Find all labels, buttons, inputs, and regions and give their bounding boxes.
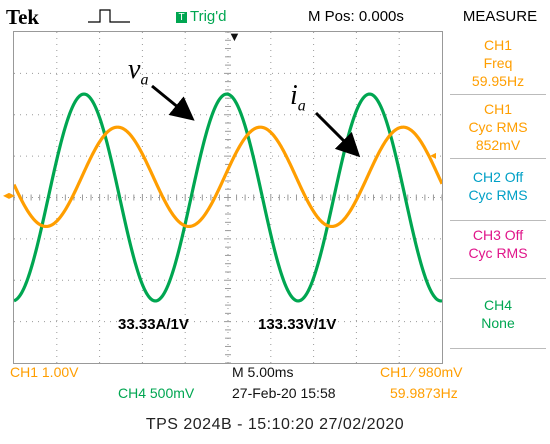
measure-box-5-line-1: CH4 <box>483 297 512 313</box>
acquire-run-icon <box>88 9 130 23</box>
measure-box-2-line-3: 852mV <box>475 137 521 153</box>
measure-box-4-line-2: Cyc RMS <box>468 245 528 261</box>
measure-box-1[interactable]: CH1 Freq 59.95Hz <box>450 36 546 95</box>
measure-box-2-line-1: CH1 <box>483 101 512 117</box>
trigger-status-text: Trig'd <box>190 8 227 25</box>
ch4-voltage-trace <box>14 92 442 303</box>
measure-menu-title[interactable]: MEASURE <box>462 8 538 25</box>
figure-caption: TPS 2024B - 15:10:20 27/02/2020 <box>145 416 405 433</box>
date-time: 27-Feb-20 15:58 <box>232 385 336 401</box>
waveform-display <box>13 31 443 364</box>
measure-panel: CH1 Freq 59.95Hz CH1 Cyc RMS 852mV CH2 Off Cyc … <box>446 30 550 361</box>
measure-box-5-line-2: None <box>481 315 515 331</box>
timebase: M 5.00ms <box>232 364 294 380</box>
trigger-frequency: 59.9873Hz <box>390 385 458 401</box>
current-scale-label: 33.33A/1V <box>118 316 189 333</box>
ch4-scale: CH4 500mV <box>118 385 195 401</box>
horizontal-position: M Pos: 0.000s <box>308 8 404 25</box>
trigger-indicator-icon: T <box>176 12 187 23</box>
measure-box-4-line-1: CH3 Off <box>472 227 524 243</box>
current-label: ia <box>290 80 306 115</box>
ch1-ground-marker-icon: ◂▸ <box>3 188 16 202</box>
brand-logo: Tek <box>6 5 40 29</box>
ch1-current-trace <box>14 125 442 229</box>
measure-box-5[interactable]: CH4 None <box>450 296 546 349</box>
measure-box-3-line-1: CH2 Off <box>472 169 524 185</box>
trigger-setting: CH1 ⁄ 980mV <box>380 364 463 380</box>
measure-box-2[interactable]: CH1 Cyc RMS 852mV <box>450 100 546 159</box>
measure-box-1-line-1: CH1 <box>483 37 512 53</box>
trigger-level-marker-icon: ◂ <box>430 148 437 162</box>
measure-box-4[interactable]: CH3 Off Cyc RMS <box>450 226 546 279</box>
waveform-plot <box>14 32 442 363</box>
current-arrow <box>314 111 361 158</box>
trigger-status: T Trig'd <box>176 8 226 25</box>
measure-box-1-line-2: Freq <box>483 55 513 71</box>
trigger-position-marker-icon: ▼ <box>228 29 241 44</box>
measure-box-3[interactable]: CH2 Off Cyc RMS <box>450 168 546 221</box>
voltage-label: va <box>128 54 149 89</box>
voltage-arrow <box>151 84 195 121</box>
measure-box-1-line-3: 59.95Hz <box>471 73 525 89</box>
voltage-scale-label: 133.33V/1V <box>258 316 337 333</box>
measure-box-3-line-2: Cyc RMS <box>468 187 528 203</box>
bottom-status-bar: CH1 1.00V CH4 500mV M 5.00ms 27-Feb-20 1… <box>0 362 550 408</box>
top-status-bar: Tek T Trig'd M Pos: 0.000s MEASURE <box>0 0 550 30</box>
measure-box-2-line-2: Cyc RMS <box>468 119 528 135</box>
ch1-scale: CH1 1.00V <box>10 364 79 380</box>
